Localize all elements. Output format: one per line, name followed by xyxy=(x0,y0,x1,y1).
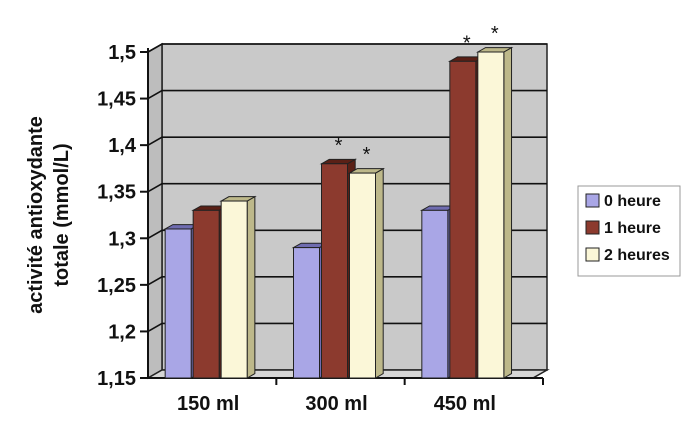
bar-front xyxy=(477,51,505,379)
legend-label: 2 heures xyxy=(604,247,670,264)
bar xyxy=(219,195,257,379)
bar-front xyxy=(293,247,320,379)
significance-marker: * xyxy=(363,144,371,166)
legend: 0 heure 1 heure 2 heures xyxy=(577,185,681,277)
bar-side xyxy=(375,167,384,379)
bar-side xyxy=(246,195,256,379)
bar-front xyxy=(421,209,449,379)
significance-marker: * xyxy=(463,32,471,54)
legend-label: 1 heure xyxy=(604,220,661,237)
x-tick-label: 300 ml xyxy=(305,393,367,415)
gridline xyxy=(147,136,547,146)
y-axis-title-line-1: activité antioxydante xyxy=(25,116,47,314)
y-tick-label: 1,15 xyxy=(97,368,136,390)
legend-swatch xyxy=(585,193,600,208)
bar xyxy=(347,167,386,379)
legend-label: 0 heure xyxy=(604,193,661,210)
y-axis-title: activité antioxydante totale (mmol/L) xyxy=(25,116,73,314)
significance-marker: * xyxy=(491,23,499,45)
gridline xyxy=(147,229,547,239)
gridline xyxy=(147,322,547,333)
x-tick-label: 150 ml xyxy=(177,393,239,415)
y-axis: 1,15 1,2 1,25 1,3 1,35 1,4 1,45 1,5 xyxy=(97,42,149,390)
bar-front xyxy=(321,163,348,379)
y-tick-label: 1,3 xyxy=(108,228,136,250)
bar-front xyxy=(164,228,192,379)
gridline xyxy=(147,276,547,286)
gridline xyxy=(147,182,547,193)
y-tick-label: 1,35 xyxy=(97,182,136,204)
significance-marker: * xyxy=(335,135,343,157)
bar-side xyxy=(503,46,513,379)
x-axis: 150 ml 300 ml 450 ml xyxy=(148,377,544,415)
legend-swatch xyxy=(585,247,600,262)
y-tick-label: 1,45 xyxy=(97,89,136,111)
bars: * * * * xyxy=(163,23,514,379)
bar xyxy=(475,46,514,379)
y-axis-title-line-2: totale (mmol/L) xyxy=(51,143,73,286)
y-tick-label: 1,4 xyxy=(108,135,137,157)
gridline xyxy=(147,89,547,100)
y-tick-label: 1,5 xyxy=(108,42,136,64)
bar-front xyxy=(192,209,220,379)
gridlines xyxy=(147,43,547,333)
bar-front xyxy=(349,172,376,379)
x-tick-label: 450 ml xyxy=(434,393,496,415)
bar-front xyxy=(220,200,248,379)
y-tick-label: 1,25 xyxy=(97,275,136,297)
bar-front xyxy=(449,60,477,379)
legend-swatch xyxy=(585,220,600,235)
gridline xyxy=(147,43,547,53)
y-tick-label: 1,2 xyxy=(108,321,136,343)
